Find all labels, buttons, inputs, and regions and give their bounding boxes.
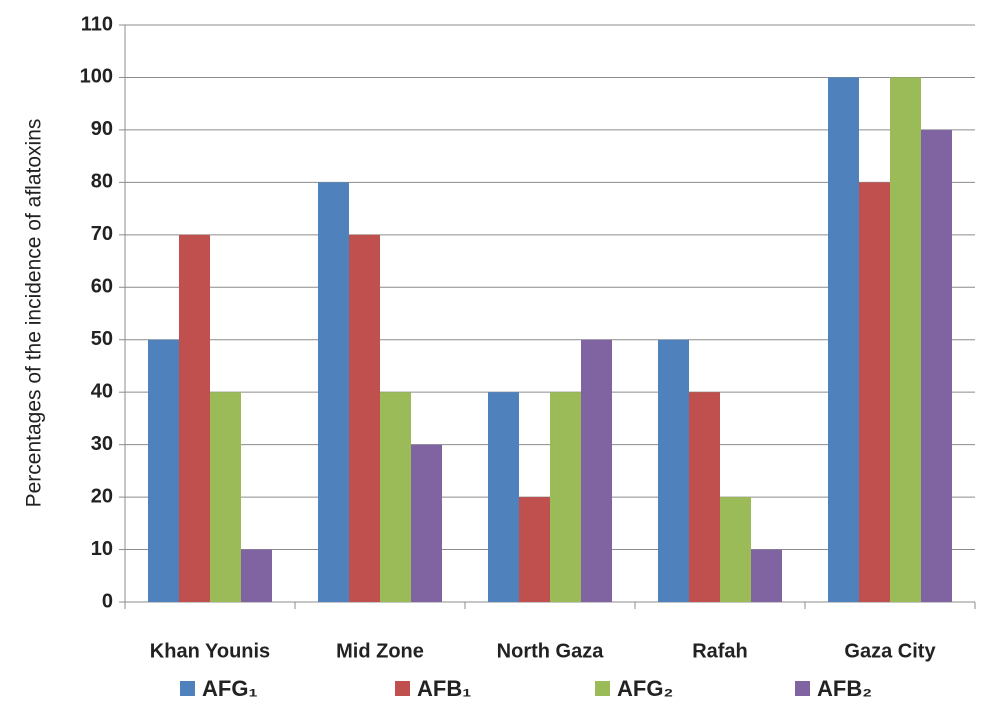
y-tick-label: 20 bbox=[91, 485, 113, 507]
legend-label: AFB₁ bbox=[417, 676, 471, 701]
legend-label: AFG₁ bbox=[202, 676, 258, 701]
legend-swatch bbox=[595, 681, 610, 696]
bar bbox=[411, 444, 442, 602]
y-tick-label: 110 bbox=[81, 13, 113, 35]
y-tick-label: 50 bbox=[91, 328, 113, 350]
y-tick-label: 80 bbox=[91, 171, 113, 193]
bar bbox=[658, 339, 689, 602]
bar bbox=[349, 234, 380, 602]
bar bbox=[179, 234, 210, 602]
y-tick-label: 40 bbox=[91, 380, 113, 402]
bar bbox=[241, 549, 272, 602]
legend-swatch bbox=[395, 681, 410, 696]
x-tick-label: Khan Younis bbox=[150, 640, 270, 662]
bar bbox=[921, 129, 952, 602]
bar bbox=[318, 182, 349, 602]
x-tick-label: Mid Zone bbox=[336, 640, 424, 662]
bar bbox=[488, 392, 519, 602]
legend-swatch bbox=[795, 681, 810, 696]
x-tick-label: North Gaza bbox=[497, 640, 605, 662]
y-tick-label: 90 bbox=[91, 118, 113, 140]
y-tick-label: 10 bbox=[91, 538, 113, 560]
bar bbox=[890, 77, 921, 603]
bar bbox=[519, 497, 550, 602]
bar bbox=[380, 392, 411, 602]
bar bbox=[751, 549, 782, 602]
bar bbox=[720, 497, 751, 602]
y-tick-label: 70 bbox=[91, 223, 113, 245]
bar bbox=[210, 392, 241, 602]
bar bbox=[581, 339, 612, 602]
bar bbox=[828, 77, 859, 603]
bar bbox=[689, 392, 720, 602]
bar bbox=[550, 392, 581, 602]
y-tick-label: 30 bbox=[91, 433, 113, 455]
y-tick-label: 60 bbox=[91, 276, 113, 298]
y-axis-label: Percentages of the incidence of aflatoxi… bbox=[23, 119, 46, 508]
legend-label: AFB₂ bbox=[817, 676, 872, 701]
y-tick-label: 0 bbox=[102, 590, 113, 612]
y-tick-label: 100 bbox=[80, 66, 113, 88]
bar bbox=[859, 182, 890, 602]
legend-swatch bbox=[180, 681, 195, 696]
bar bbox=[148, 339, 179, 602]
x-tick-label: Gaza City bbox=[844, 640, 936, 662]
x-tick-label: Rafah bbox=[692, 640, 748, 662]
legend-label: AFG₂ bbox=[617, 676, 673, 701]
